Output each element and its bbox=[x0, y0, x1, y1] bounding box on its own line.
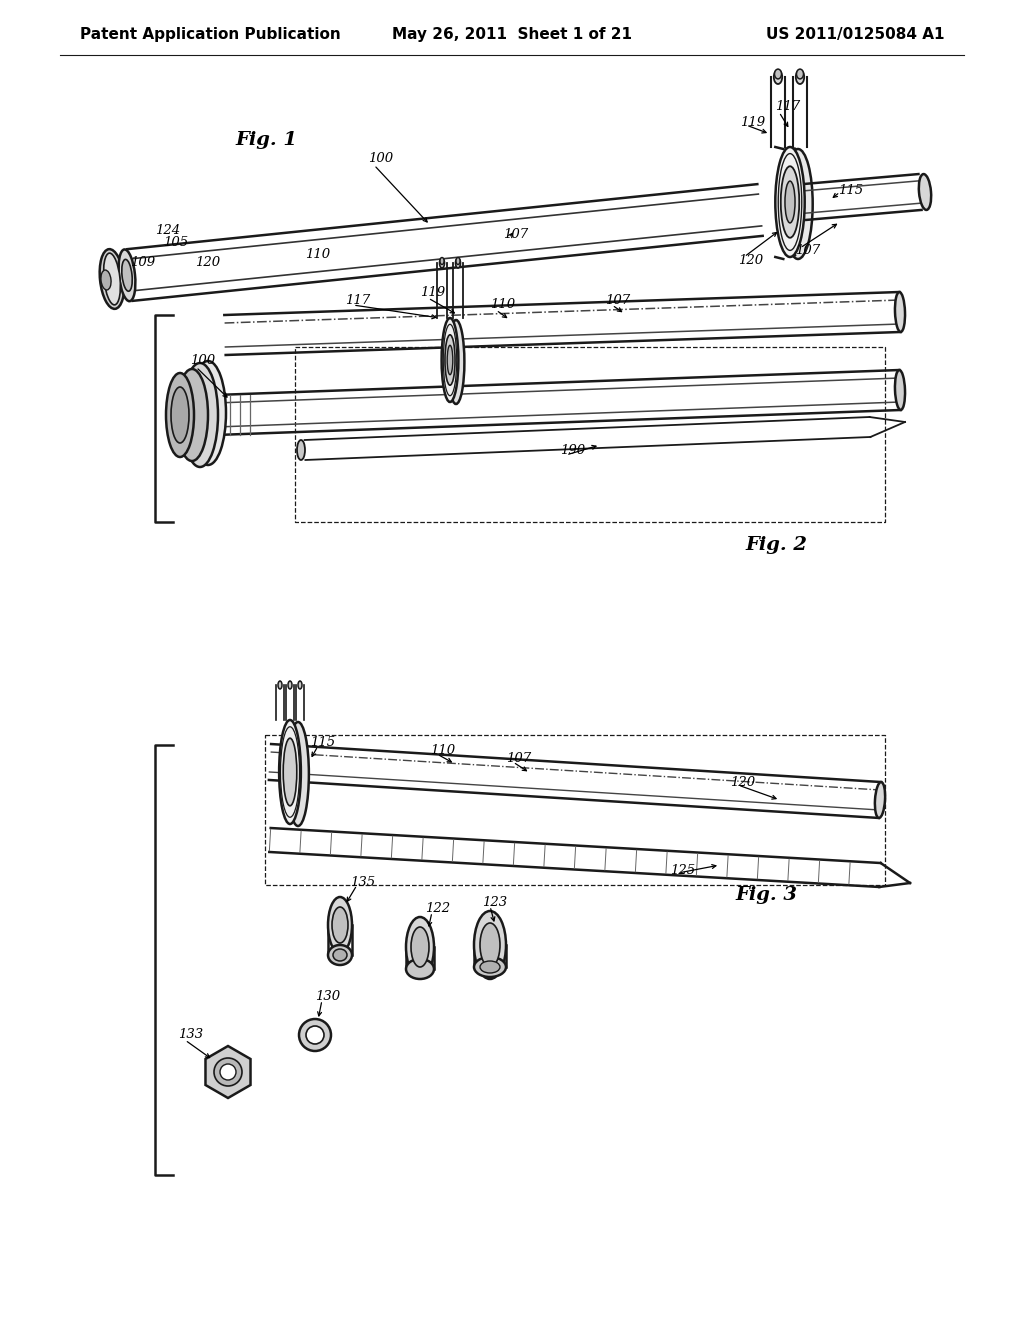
Text: 135: 135 bbox=[350, 875, 375, 888]
Text: 115: 115 bbox=[310, 735, 335, 748]
Ellipse shape bbox=[774, 70, 782, 84]
Ellipse shape bbox=[278, 681, 282, 689]
Ellipse shape bbox=[456, 257, 460, 264]
Ellipse shape bbox=[214, 1059, 242, 1086]
Ellipse shape bbox=[480, 961, 500, 973]
Ellipse shape bbox=[874, 781, 885, 818]
Text: 109: 109 bbox=[130, 256, 155, 268]
Text: US 2011/0125084 A1: US 2011/0125084 A1 bbox=[766, 28, 944, 42]
Text: 117: 117 bbox=[775, 100, 800, 114]
Ellipse shape bbox=[445, 335, 455, 385]
Text: 120: 120 bbox=[195, 256, 220, 269]
Ellipse shape bbox=[298, 681, 302, 689]
Text: 122: 122 bbox=[425, 902, 451, 915]
Ellipse shape bbox=[406, 960, 434, 979]
Text: 107: 107 bbox=[795, 243, 820, 256]
Ellipse shape bbox=[176, 370, 208, 461]
Ellipse shape bbox=[166, 374, 194, 457]
Ellipse shape bbox=[774, 69, 781, 79]
Ellipse shape bbox=[440, 257, 444, 264]
Text: Fig. 3: Fig. 3 bbox=[735, 886, 797, 904]
Text: 100: 100 bbox=[190, 354, 215, 367]
Text: 124: 124 bbox=[155, 223, 180, 236]
Ellipse shape bbox=[447, 346, 453, 375]
Ellipse shape bbox=[220, 1064, 236, 1080]
Ellipse shape bbox=[284, 738, 297, 805]
Ellipse shape bbox=[299, 1019, 331, 1051]
Ellipse shape bbox=[182, 363, 218, 467]
Text: 110: 110 bbox=[490, 298, 515, 312]
Text: 119: 119 bbox=[740, 116, 765, 128]
Ellipse shape bbox=[474, 911, 506, 979]
Ellipse shape bbox=[119, 249, 135, 301]
Text: 100: 100 bbox=[368, 152, 393, 165]
Text: 107: 107 bbox=[605, 293, 630, 306]
Ellipse shape bbox=[171, 387, 189, 444]
Text: Fig. 2: Fig. 2 bbox=[745, 536, 807, 554]
Text: 105: 105 bbox=[163, 235, 188, 248]
Text: 115: 115 bbox=[838, 183, 863, 197]
Ellipse shape bbox=[796, 70, 804, 84]
Text: 125: 125 bbox=[670, 863, 695, 876]
Ellipse shape bbox=[333, 949, 347, 961]
Ellipse shape bbox=[780, 166, 800, 238]
Ellipse shape bbox=[406, 917, 434, 977]
Ellipse shape bbox=[288, 681, 292, 689]
Ellipse shape bbox=[328, 945, 352, 965]
Ellipse shape bbox=[99, 249, 124, 309]
Ellipse shape bbox=[280, 719, 301, 824]
Ellipse shape bbox=[919, 174, 931, 210]
Ellipse shape bbox=[895, 292, 905, 333]
Ellipse shape bbox=[447, 319, 465, 404]
Text: May 26, 2011  Sheet 1 of 21: May 26, 2011 Sheet 1 of 21 bbox=[392, 28, 632, 42]
Text: Fig. 1: Fig. 1 bbox=[234, 131, 297, 149]
Text: 107: 107 bbox=[506, 751, 531, 764]
Ellipse shape bbox=[122, 260, 132, 292]
Ellipse shape bbox=[895, 370, 905, 411]
Ellipse shape bbox=[306, 1026, 324, 1044]
Ellipse shape bbox=[474, 957, 506, 977]
Ellipse shape bbox=[785, 181, 795, 223]
Text: 107: 107 bbox=[503, 228, 528, 242]
Text: 110: 110 bbox=[430, 743, 455, 756]
Text: 123: 123 bbox=[482, 895, 507, 908]
Ellipse shape bbox=[287, 722, 309, 826]
Text: 110: 110 bbox=[305, 248, 330, 261]
Ellipse shape bbox=[411, 927, 429, 968]
Ellipse shape bbox=[456, 257, 461, 268]
Text: Patent Application Publication: Patent Application Publication bbox=[80, 28, 341, 42]
Text: 117: 117 bbox=[345, 293, 370, 306]
Ellipse shape bbox=[332, 907, 348, 942]
Ellipse shape bbox=[480, 923, 500, 968]
Ellipse shape bbox=[328, 898, 352, 953]
Polygon shape bbox=[206, 1045, 251, 1098]
Text: 120: 120 bbox=[730, 776, 755, 788]
Text: 120: 120 bbox=[738, 253, 763, 267]
Ellipse shape bbox=[190, 360, 226, 465]
Ellipse shape bbox=[775, 147, 805, 257]
Text: 119: 119 bbox=[420, 285, 445, 298]
Ellipse shape bbox=[441, 318, 459, 403]
Ellipse shape bbox=[783, 149, 813, 259]
Text: 133: 133 bbox=[178, 1028, 203, 1041]
Ellipse shape bbox=[297, 440, 305, 459]
Text: 130: 130 bbox=[315, 990, 340, 1003]
Ellipse shape bbox=[797, 69, 804, 79]
Text: 190: 190 bbox=[560, 444, 585, 457]
Ellipse shape bbox=[439, 257, 444, 268]
Ellipse shape bbox=[101, 271, 111, 290]
Ellipse shape bbox=[103, 253, 121, 305]
